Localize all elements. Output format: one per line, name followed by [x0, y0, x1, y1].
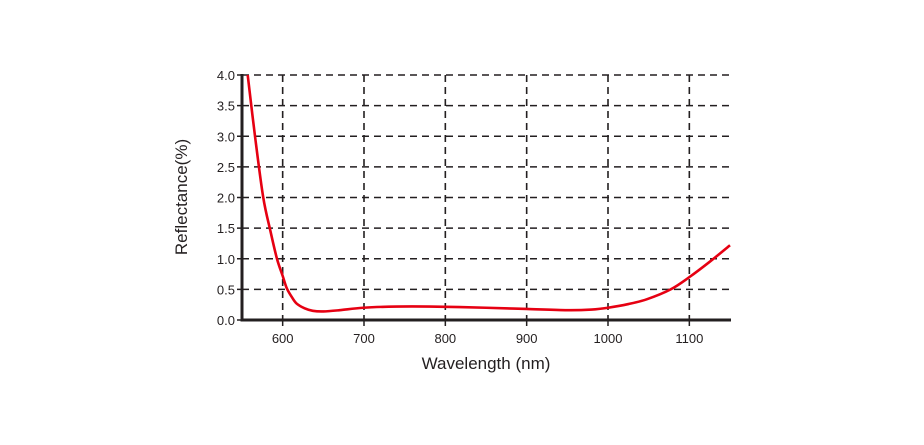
y-tick-labels: 0.0 0.5 1.0 1.5 2.0 2.5 3.0 3.5 4.0	[217, 68, 235, 328]
y-tick-label: 3.5	[217, 99, 235, 114]
x-tick-label: 900	[516, 331, 538, 346]
y-tick-label: 0.0	[217, 313, 235, 328]
x-tick-label: 700	[353, 331, 375, 346]
y-tick-label: 2.0	[217, 191, 235, 206]
x-tick-label: 1000	[594, 331, 623, 346]
x-tick-labels: 600 700 800 900 1000 1100	[272, 331, 704, 346]
y-tick-label: 4.0	[217, 68, 235, 83]
y-tick-label: 2.5	[217, 160, 235, 175]
grid	[237, 74, 732, 326]
y-tick-label: 0.5	[217, 282, 235, 297]
series	[246, 74, 731, 313]
axes	[240, 74, 731, 322]
reflectance-line	[246, 74, 731, 313]
x-tick-label: 1100	[675, 331, 703, 346]
y-axis-label: Reflectance(%)	[172, 139, 191, 255]
x-tick-label: 600	[272, 331, 294, 346]
y-tick-label: 1.5	[217, 221, 235, 236]
x-tick-label: 800	[434, 331, 456, 346]
x-axis-label: Wavelength (nm)	[422, 354, 551, 373]
y-tick-label: 1.0	[217, 252, 235, 267]
y-tick-label: 3.0	[217, 129, 235, 144]
